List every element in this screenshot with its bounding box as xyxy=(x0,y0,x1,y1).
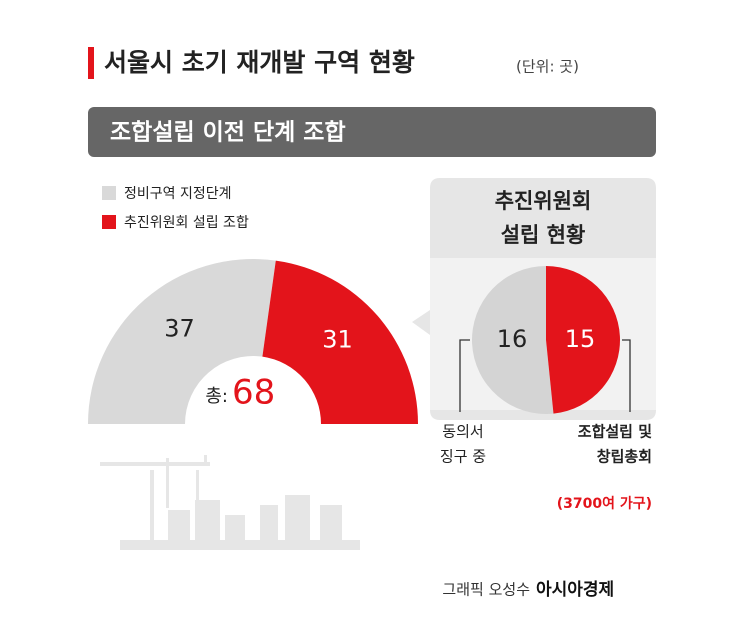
pie-slice xyxy=(472,266,554,414)
pie-title: 설립 현황 xyxy=(501,223,586,247)
pie-title: 추진위원회 xyxy=(495,189,592,213)
legend-swatch xyxy=(102,215,116,229)
pie-slice xyxy=(546,266,621,414)
skyline xyxy=(100,455,360,550)
value-label: 15 xyxy=(565,325,596,353)
note: (3700여 가구) xyxy=(557,495,652,512)
total-value: 68 xyxy=(232,373,275,413)
leader-line xyxy=(622,339,631,412)
category-label: 징구 중 xyxy=(440,448,486,466)
title-bar xyxy=(88,47,94,79)
banner: 조합설립 이전 단계 조합 xyxy=(110,120,346,146)
category-label: 창립총회 xyxy=(597,448,652,466)
total-label: 총: xyxy=(205,386,228,407)
leader-line xyxy=(459,339,470,412)
category-label: 조합설립 및 xyxy=(578,423,652,441)
source: 아시아경제 xyxy=(536,580,614,600)
legend-swatch xyxy=(102,186,116,200)
value-label: 37 xyxy=(164,315,195,343)
unit: (단위: 곳) xyxy=(516,58,579,76)
legend-label: 정비구역 지정단계 xyxy=(124,186,232,202)
banner-bg xyxy=(88,107,656,157)
arc-segment xyxy=(262,260,418,424)
arc-segment xyxy=(88,259,276,424)
credit: 그래픽 오성수 xyxy=(442,581,530,599)
category-label: 동의서 xyxy=(442,423,483,441)
legend-label: 추진위원회 설립 조합 xyxy=(124,215,249,231)
title: 서울시 초기 재개발 구역 현황 xyxy=(104,48,415,77)
value-label: 16 xyxy=(497,325,528,353)
value-label: 31 xyxy=(322,325,353,353)
